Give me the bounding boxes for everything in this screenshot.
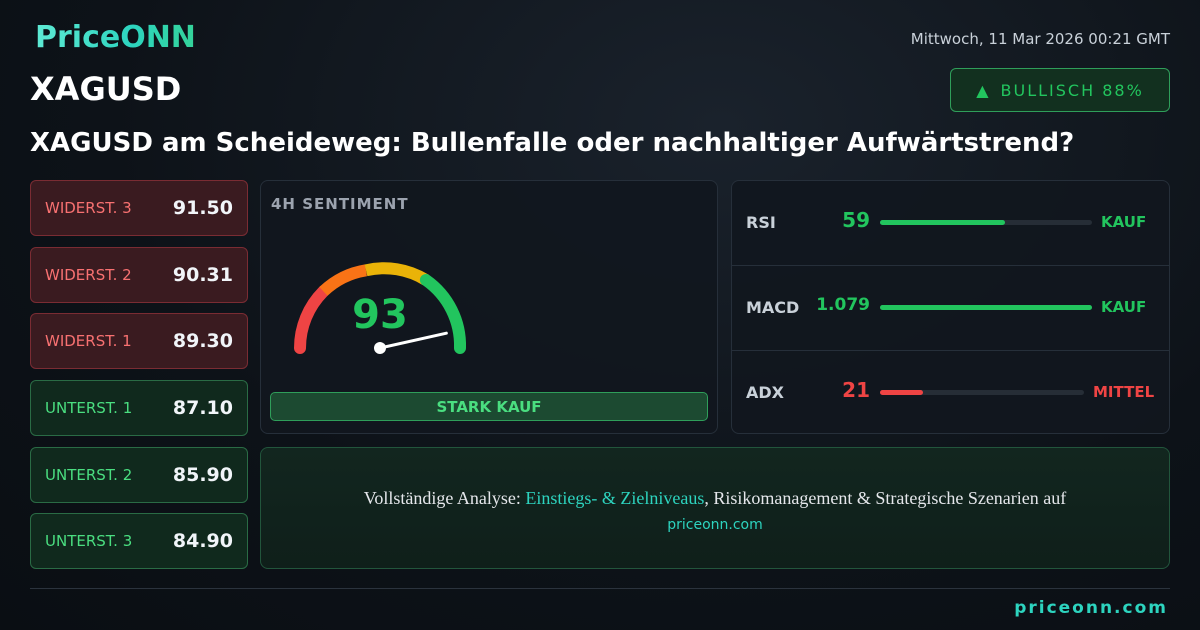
level: WIDERST. 1 89.30 [30, 313, 248, 369]
date: Mittwoch, 11 Mar 2026 00:21 GMT [910, 30, 1170, 48]
level-value: 85.90 [172, 464, 233, 486]
gauge-arc [419, 274, 467, 354]
footer: priceonn.com [1014, 598, 1168, 618]
indicator-signal: MITTEL [1093, 383, 1155, 401]
track [880, 305, 1092, 310]
rule [30, 588, 1170, 589]
level-value: 84.90 [172, 530, 233, 552]
badge: ▲ BULLISCH 88% [950, 68, 1170, 112]
indicator-bar [880, 390, 923, 395]
gauge: 93 [293, 262, 467, 354]
cta-text: , Risikomanagement & Strategische Szenar… [704, 488, 1067, 508]
gauge-arc [319, 264, 368, 296]
cta-link[interactable]: priceonn.com [667, 517, 763, 533]
level-value: 89.30 [172, 330, 233, 352]
indicator-bar [880, 305, 1092, 310]
gauge-value: 93 [352, 292, 408, 338]
gauge-signal: STARK KAUF [270, 392, 708, 421]
indicator-value: 21 [842, 378, 870, 402]
level-label: WIDERST. 1 [45, 332, 132, 350]
cta-panel: Vollständige Analyse: Einstiegs- & Zieln… [260, 447, 1170, 569]
gauge-arc [293, 285, 330, 354]
level: WIDERST. 2 90.31 [30, 247, 248, 303]
level-value: 90.31 [172, 264, 233, 286]
cta-text: Vollständige Analyse: [363, 488, 521, 508]
level-label: UNTERST. 3 [45, 532, 133, 550]
level-label: WIDERST. 2 [45, 266, 132, 284]
cta-highlight: Einstiegs- & Zielniveaus [525, 488, 705, 508]
indicator-value: 1.079 [816, 295, 870, 315]
gauge-arc [364, 262, 430, 286]
indicator-name: ADX [746, 383, 784, 402]
level-label: UNTERST. 2 [45, 466, 133, 484]
separator [731, 265, 1170, 266]
track [880, 390, 1084, 395]
indicator-signal: KAUF [1101, 298, 1147, 316]
indicator-signal: KAUF [1101, 213, 1147, 231]
level-value: 87.10 [172, 397, 233, 419]
level: WIDERST. 3 91.50 [30, 180, 248, 236]
track [880, 220, 1092, 225]
indicator-bar [880, 220, 1006, 225]
logo: PriceONN [35, 20, 196, 55]
indicator-name: RSI [746, 213, 776, 232]
level-label: UNTERST. 1 [45, 399, 133, 417]
indicator: MACD 1.079 KAUF [731, 265, 1170, 350]
separator [731, 350, 1170, 351]
level: UNTERST. 2 85.90 [30, 447, 248, 503]
indicator-value: 59 [842, 208, 870, 232]
gauge-needle [378, 331, 448, 350]
gauge-panel [260, 180, 718, 434]
level: UNTERST. 3 84.90 [30, 513, 248, 569]
level: UNTERST. 1 87.10 [30, 380, 248, 436]
symbol: XAGUSD [30, 70, 182, 108]
gauge-title: 4H SENTIMENT [271, 195, 409, 213]
indicator-name: MACD [746, 298, 800, 317]
level-value: 91.50 [172, 197, 233, 219]
gauge-hub [374, 342, 386, 354]
headline: XAGUSD am Scheideweg: Bullenfalle oder n… [30, 128, 1075, 158]
indicator: RSI 59 KAUF [731, 180, 1170, 265]
badge-text: BULLISCH 88% [1000, 80, 1144, 100]
level-label: WIDERST. 3 [45, 199, 132, 217]
indicator: ADX 21 MITTEL [731, 350, 1170, 435]
